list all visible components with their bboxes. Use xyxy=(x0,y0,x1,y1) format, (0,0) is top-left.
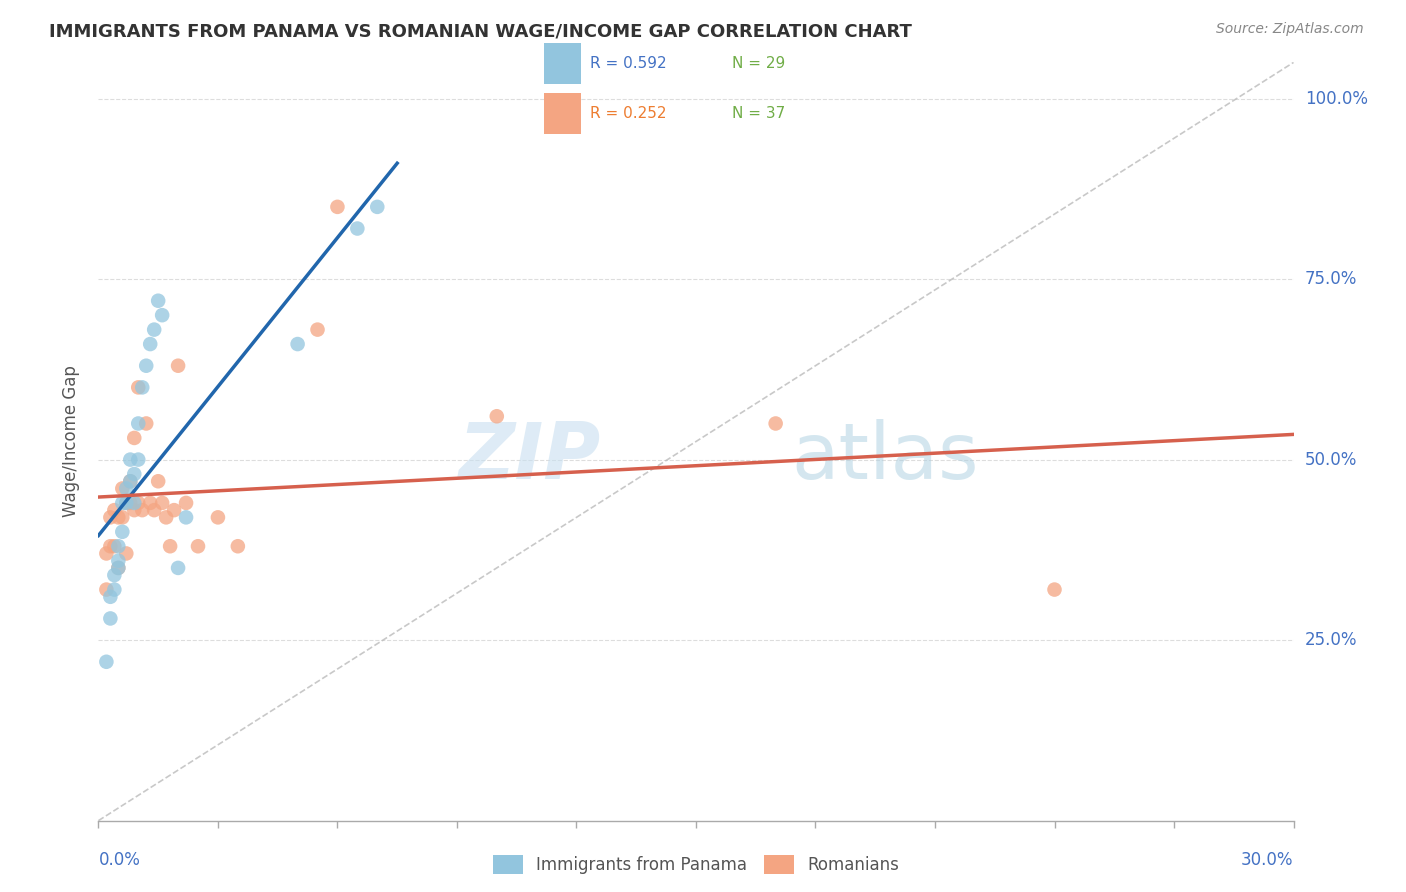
Point xyxy=(96,582,118,597)
Point xyxy=(139,496,162,510)
Point xyxy=(115,546,138,560)
Legend: Immigrants from Panama, Romanians: Immigrants from Panama, Romanians xyxy=(486,848,905,880)
Point xyxy=(111,510,134,524)
FancyBboxPatch shape xyxy=(544,43,581,84)
Point xyxy=(96,655,118,669)
Point xyxy=(98,539,122,553)
Point xyxy=(187,539,209,553)
Text: N = 29: N = 29 xyxy=(733,56,786,71)
Point xyxy=(207,510,229,524)
Point xyxy=(127,380,149,394)
Point xyxy=(174,510,197,524)
Point xyxy=(120,452,142,467)
Point xyxy=(346,221,368,235)
Point xyxy=(124,503,146,517)
Point xyxy=(107,510,129,524)
Point xyxy=(124,496,146,510)
Point xyxy=(226,539,249,553)
Point xyxy=(124,467,146,481)
Point xyxy=(287,337,309,351)
Text: 25.0%: 25.0% xyxy=(1305,632,1357,649)
Point xyxy=(131,503,153,517)
Point xyxy=(148,475,170,489)
Point xyxy=(127,452,149,467)
Point xyxy=(167,561,190,575)
Point xyxy=(148,293,170,308)
FancyBboxPatch shape xyxy=(544,94,581,134)
Text: Source: ZipAtlas.com: Source: ZipAtlas.com xyxy=(1216,22,1364,37)
Point xyxy=(111,496,134,510)
Text: atlas: atlas xyxy=(792,418,979,495)
Text: 75.0%: 75.0% xyxy=(1305,270,1357,288)
Point xyxy=(135,417,157,431)
Point xyxy=(103,503,125,517)
Point xyxy=(485,409,508,424)
Text: 0.0%: 0.0% xyxy=(98,851,141,869)
Point xyxy=(127,496,149,510)
Point xyxy=(98,590,122,604)
Point xyxy=(111,482,134,496)
Point xyxy=(111,524,134,539)
Point xyxy=(103,539,125,553)
Text: 100.0%: 100.0% xyxy=(1305,89,1368,108)
Point xyxy=(115,482,138,496)
Text: R = 0.252: R = 0.252 xyxy=(591,106,666,121)
Point xyxy=(120,475,142,489)
Point xyxy=(159,539,181,553)
Text: ZIP: ZIP xyxy=(458,418,600,495)
Point xyxy=(120,496,142,510)
Point xyxy=(150,496,173,510)
Point xyxy=(366,200,388,214)
Point xyxy=(107,539,129,553)
Point xyxy=(143,323,166,337)
Point xyxy=(163,503,186,517)
Point xyxy=(103,568,125,582)
Point xyxy=(107,561,129,575)
Point xyxy=(120,475,142,489)
Point xyxy=(155,510,177,524)
Point xyxy=(124,431,146,445)
Point xyxy=(127,417,149,431)
Text: 50.0%: 50.0% xyxy=(1305,450,1357,468)
Point xyxy=(98,611,122,625)
Point xyxy=(307,323,329,337)
Point xyxy=(167,359,190,373)
Point xyxy=(326,200,349,214)
Text: IMMIGRANTS FROM PANAMA VS ROMANIAN WAGE/INCOME GAP CORRELATION CHART: IMMIGRANTS FROM PANAMA VS ROMANIAN WAGE/… xyxy=(49,22,912,40)
Text: N = 37: N = 37 xyxy=(733,106,786,121)
Point xyxy=(107,561,129,575)
Point xyxy=(96,546,118,560)
Text: R = 0.592: R = 0.592 xyxy=(591,56,666,71)
Point xyxy=(139,337,162,351)
Point xyxy=(98,510,122,524)
Point xyxy=(765,417,787,431)
Point xyxy=(103,582,125,597)
Point xyxy=(174,496,197,510)
Point xyxy=(1043,582,1066,597)
Text: 30.0%: 30.0% xyxy=(1241,851,1294,869)
Point xyxy=(107,554,129,568)
Point xyxy=(131,380,153,394)
Point xyxy=(150,308,173,322)
Point xyxy=(135,359,157,373)
Point xyxy=(143,503,166,517)
Point xyxy=(115,496,138,510)
Point xyxy=(115,496,138,510)
Y-axis label: Wage/Income Gap: Wage/Income Gap xyxy=(62,366,80,517)
